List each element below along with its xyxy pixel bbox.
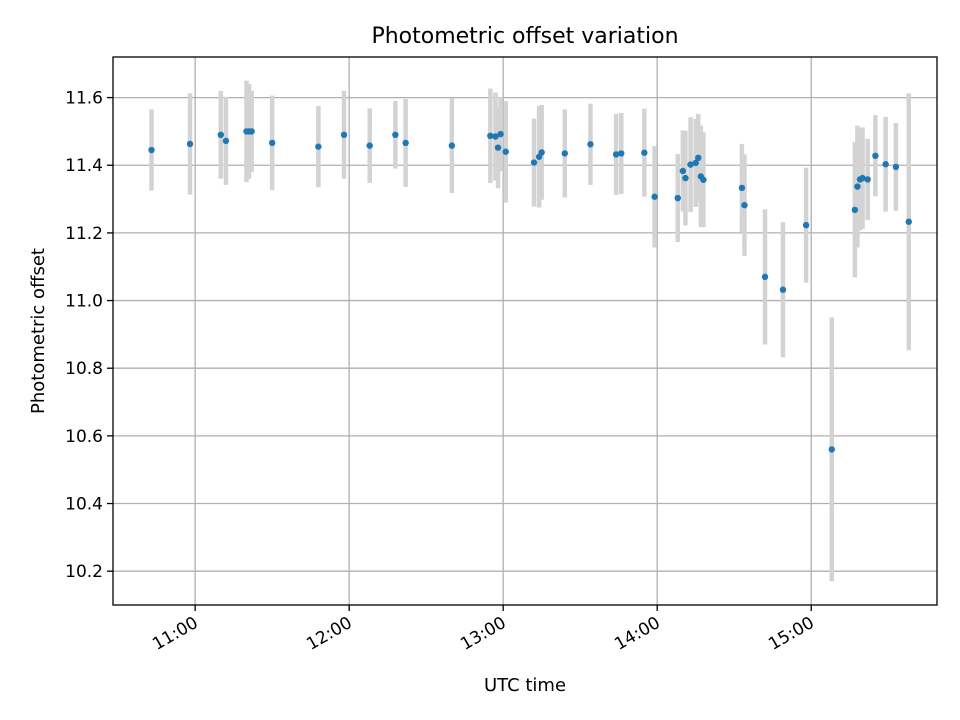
data-point: [905, 218, 912, 225]
data-point: [741, 201, 748, 209]
data-point: [402, 139, 409, 147]
y-tick-label: 11.2: [65, 224, 103, 244]
y-tick-label: 10.4: [65, 495, 103, 515]
data-point: [618, 150, 625, 157]
data-point: [687, 161, 694, 168]
data-point: [828, 446, 835, 453]
data-point: [882, 161, 889, 168]
data-point: [851, 206, 859, 214]
y-tick-label: 10.2: [65, 562, 103, 582]
data-point: [761, 273, 769, 281]
data-point: [700, 176, 707, 183]
data-point: [587, 141, 594, 148]
data-point: [217, 131, 225, 139]
data-point: [148, 146, 155, 154]
data-point: [248, 128, 255, 135]
data-point: [530, 159, 538, 166]
data-point: [641, 149, 648, 156]
data-point: [497, 130, 504, 138]
data-point: [492, 133, 499, 140]
y-axis-label: Photometric offset: [28, 248, 49, 414]
data-point: [779, 286, 787, 293]
data-point: [268, 139, 276, 147]
data-point: [561, 150, 568, 157]
data-point: [186, 140, 194, 148]
data-point: [366, 142, 373, 149]
data-point: [854, 183, 861, 190]
data-point: [892, 163, 900, 171]
y-tick-label: 11.0: [65, 292, 103, 312]
data-point: [864, 176, 871, 183]
data-point: [674, 194, 681, 202]
data-point: [502, 148, 509, 155]
data-point: [340, 131, 348, 139]
point-layer: [148, 128, 912, 453]
y-tick-label: 10.6: [65, 427, 103, 447]
data-point: [679, 167, 687, 175]
data-point: [448, 142, 456, 149]
data-point: [695, 154, 702, 162]
data-point: [392, 131, 399, 139]
y-tick-label: 11.4: [65, 156, 103, 176]
data-point: [859, 174, 866, 182]
y-tick-label: 11.6: [65, 89, 103, 109]
data-point: [222, 137, 230, 145]
data-point: [872, 152, 879, 159]
y-tick-label: 10.8: [65, 359, 103, 379]
x-axis-label: UTC time: [484, 675, 566, 696]
data-point: [651, 193, 658, 200]
data-point: [494, 144, 502, 151]
chart-title: Photometric offset variation: [371, 24, 678, 49]
data-point: [692, 159, 699, 167]
data-point: [612, 151, 620, 158]
plot-frame: [112, 56, 938, 606]
data-point: [802, 221, 810, 229]
data-point: [538, 149, 545, 156]
data-point: [682, 174, 689, 182]
data-point: [487, 132, 494, 140]
data-point: [315, 143, 322, 150]
data-point: [738, 184, 746, 192]
